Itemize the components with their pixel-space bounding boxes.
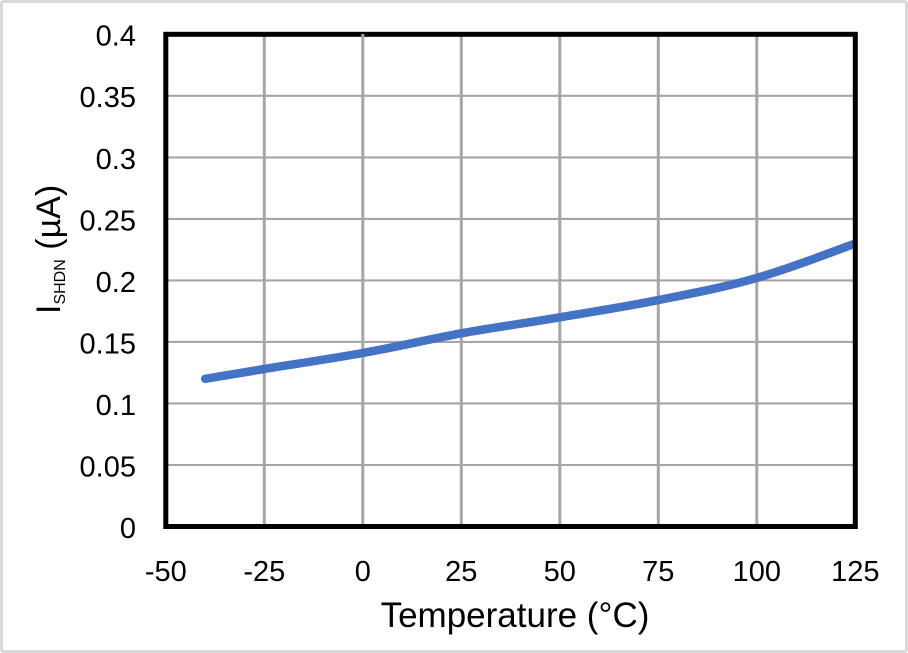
svg-text:-25: -25: [243, 556, 285, 588]
svg-text:100: 100: [733, 556, 781, 588]
svg-text:0.35: 0.35: [80, 82, 136, 114]
svg-text:125: 125: [831, 556, 879, 588]
svg-text:Temperature (°C): Temperature (°C): [381, 596, 650, 635]
svg-text:0.05: 0.05: [80, 451, 136, 483]
svg-text:0.2: 0.2: [96, 267, 136, 299]
svg-text:0.15: 0.15: [80, 328, 136, 360]
svg-text:0: 0: [355, 556, 371, 588]
svg-text:0.1: 0.1: [96, 390, 136, 422]
svg-text:50: 50: [544, 556, 576, 588]
svg-text:75: 75: [642, 556, 674, 588]
svg-text:0: 0: [120, 513, 136, 545]
svg-text:0.4: 0.4: [96, 21, 136, 53]
svg-text:0.3: 0.3: [96, 144, 136, 176]
svg-text:-50: -50: [145, 556, 187, 588]
svg-text:25: 25: [445, 556, 477, 588]
svg-text:0.25: 0.25: [80, 205, 136, 237]
